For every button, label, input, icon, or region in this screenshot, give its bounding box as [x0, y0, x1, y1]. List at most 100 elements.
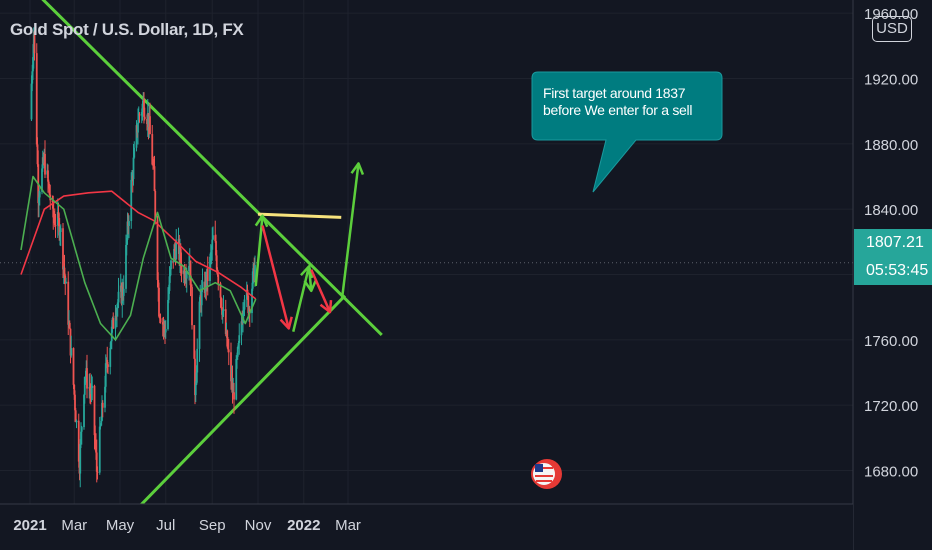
candle	[74, 407, 77, 423]
candle-body	[64, 275, 67, 284]
candle-body	[101, 402, 104, 408]
candle	[214, 220, 217, 243]
trendline	[114, 294, 347, 532]
candle-body	[191, 287, 193, 326]
candle	[89, 373, 91, 404]
price-tick-label: 1760.00	[864, 333, 918, 350]
candle-body	[235, 358, 238, 400]
price-tick-label: 1840.00	[864, 202, 918, 219]
candle-body	[251, 288, 253, 314]
candle-body	[106, 359, 109, 365]
callout-text: First target around 1837 before We enter…	[543, 85, 693, 118]
candle-body	[137, 122, 139, 133]
candle-body	[179, 248, 182, 265]
candle	[117, 277, 120, 309]
candle	[251, 268, 254, 291]
candle-body	[35, 53, 38, 145]
candle-body	[41, 168, 43, 192]
candle	[54, 213, 57, 238]
candle-body	[38, 191, 41, 198]
candle	[128, 215, 130, 239]
candle-body	[201, 281, 204, 289]
candle	[101, 395, 103, 422]
candle-body	[221, 311, 224, 315]
candle	[209, 244, 212, 269]
candle-body	[227, 346, 229, 350]
arrow-head	[254, 214, 269, 228]
candle-body	[77, 420, 80, 462]
candle-body	[98, 426, 101, 473]
candle	[83, 376, 86, 404]
price-tick-label: 1920.00	[864, 72, 918, 89]
candle	[122, 275, 125, 306]
candle	[243, 294, 246, 316]
candle	[77, 413, 80, 468]
arrow-shaft	[254, 215, 264, 287]
candle-body	[194, 358, 196, 396]
candle	[125, 237, 128, 256]
candle	[47, 164, 49, 193]
moving-average-green	[20, 175, 257, 341]
candle	[33, 30, 36, 61]
callout-shape	[531, 71, 723, 193]
candle-body	[154, 191, 157, 220]
candle-body	[96, 471, 99, 473]
candle	[65, 277, 67, 284]
candle-body	[242, 309, 245, 315]
candle-body	[219, 283, 222, 298]
candle-body	[185, 271, 188, 279]
candle-body	[236, 356, 238, 359]
events-flag-icon[interactable]	[531, 459, 562, 489]
candle-body	[217, 274, 220, 284]
candle-body	[209, 252, 212, 257]
candle	[133, 141, 136, 159]
candle	[211, 227, 214, 261]
candle-body	[74, 410, 77, 423]
time-axis-ticks: 2021 Mar May Jul Sep Nov 2022 Mar	[13, 517, 361, 534]
trendline	[41, 0, 383, 336]
candle	[212, 226, 214, 241]
candle-body	[80, 427, 83, 432]
candle	[201, 268, 204, 292]
candle-body	[159, 318, 162, 323]
candle	[159, 313, 162, 324]
candle-body	[112, 318, 115, 329]
candle	[53, 208, 56, 228]
candle-body	[65, 281, 67, 284]
candle-body	[38, 197, 40, 204]
candle	[198, 297, 201, 362]
candle-body	[110, 341, 112, 349]
candle-body	[128, 221, 130, 226]
candle-body	[31, 71, 34, 84]
candle-body	[47, 170, 49, 182]
candle	[141, 100, 144, 121]
candle-body	[215, 255, 218, 270]
candle	[180, 252, 183, 283]
candle-body	[221, 307, 223, 315]
candle-body	[214, 235, 217, 242]
candle	[226, 329, 229, 349]
candle	[233, 382, 235, 414]
candle	[221, 309, 224, 324]
currency-button[interactable]: USD	[872, 16, 912, 42]
candle	[194, 350, 196, 405]
candle	[240, 313, 243, 346]
candle-body	[70, 348, 73, 356]
candle	[236, 345, 239, 360]
candle-body	[168, 276, 171, 291]
candle-body	[104, 363, 107, 387]
candle	[222, 295, 225, 317]
candle-body	[72, 348, 75, 385]
candle-body	[125, 244, 127, 289]
candle-body	[143, 116, 146, 120]
candle-body	[57, 212, 60, 219]
candle-body	[51, 200, 54, 203]
candle-body	[90, 387, 93, 395]
candle	[170, 259, 172, 276]
time-tick-label: Nov	[245, 517, 272, 534]
candle-body	[59, 232, 61, 236]
candle	[52, 195, 55, 230]
candle-body	[94, 435, 97, 445]
candle-body	[83, 394, 85, 428]
